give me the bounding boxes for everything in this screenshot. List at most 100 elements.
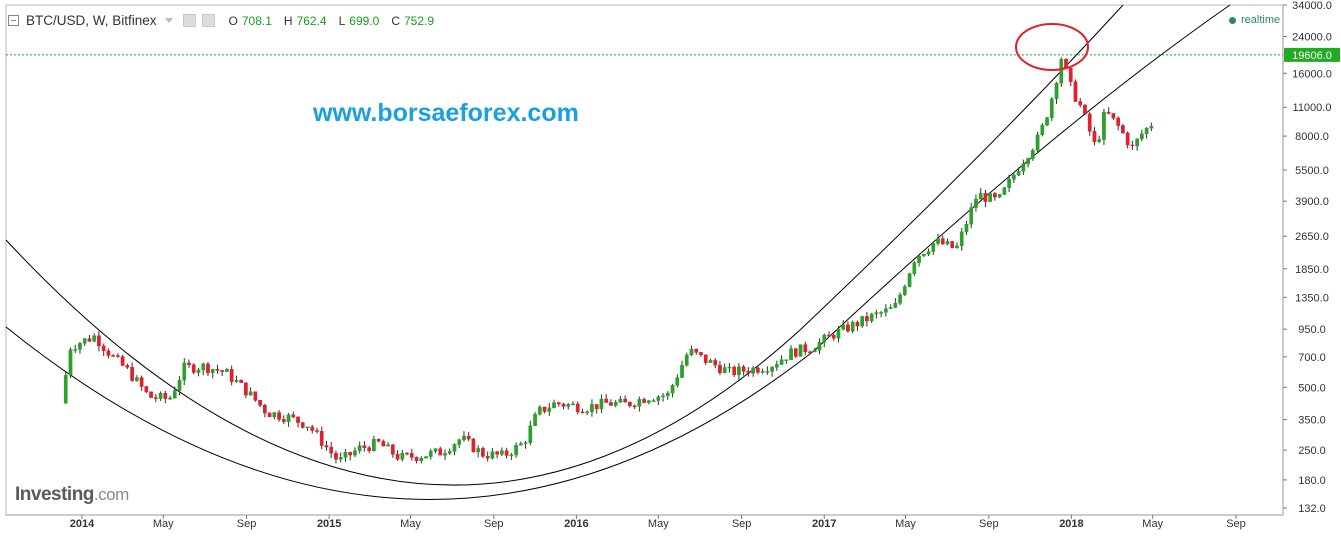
candle-up[interactable] [646, 400, 651, 403]
candle-down[interactable] [846, 324, 850, 332]
candle-down[interactable] [718, 364, 722, 374]
indicator-icon[interactable] [201, 14, 215, 27]
candle-down[interactable] [315, 430, 319, 432]
candle-up[interactable] [760, 371, 765, 373]
candle-up[interactable] [533, 413, 537, 426]
candle-up[interactable] [518, 443, 523, 446]
candle-up[interactable] [637, 399, 642, 407]
candle-up[interactable] [225, 369, 229, 372]
candle-up[interactable] [537, 406, 542, 415]
candle-down[interactable] [466, 435, 471, 440]
candle-down[interactable] [229, 369, 234, 382]
candle-down[interactable] [1083, 104, 1087, 115]
candle-down[interactable] [405, 452, 409, 455]
candle-up[interactable] [305, 426, 310, 429]
candle-up[interactable] [476, 448, 481, 453]
candle-up[interactable] [684, 354, 689, 366]
candle-up[interactable] [917, 255, 921, 263]
candle-up[interactable] [751, 367, 755, 374]
candle-down[interactable] [296, 416, 300, 423]
candle-up[interactable] [860, 316, 865, 327]
candle-down[interactable] [381, 441, 386, 447]
candle-up[interactable] [1016, 171, 1021, 176]
candle-up[interactable] [765, 371, 770, 373]
candle-up[interactable] [447, 451, 452, 454]
candle-up[interactable] [353, 450, 357, 456]
candle-down[interactable] [300, 422, 305, 428]
candle-up[interactable] [770, 367, 774, 372]
candle-up[interactable] [613, 401, 618, 406]
highlight-circle[interactable] [1015, 23, 1089, 71]
candle-up[interactable] [386, 444, 390, 447]
candle-down[interactable] [130, 367, 134, 381]
candle-up[interactable] [590, 404, 594, 413]
candle-up[interactable] [286, 414, 291, 422]
candle-up[interactable] [945, 241, 950, 245]
candle-up[interactable] [884, 308, 888, 313]
collapse-icon[interactable] [8, 15, 19, 26]
candle-down[interactable] [808, 351, 812, 354]
candle-up[interactable] [618, 398, 623, 403]
candle-up[interactable] [234, 380, 239, 382]
candle-up[interactable] [452, 444, 457, 452]
channel-lower-curve[interactable] [5, 4, 1231, 500]
candle-down[interactable] [362, 445, 367, 448]
candle-up[interactable] [68, 349, 73, 376]
candle-down[interactable] [756, 367, 760, 373]
candle-up[interactable] [424, 456, 428, 459]
candle-up[interactable] [372, 439, 376, 452]
candle-down[interactable] [471, 438, 476, 453]
candle-down[interactable] [623, 398, 627, 403]
candle-down[interactable] [101, 345, 106, 351]
candle-down[interactable] [414, 457, 419, 461]
candle-up[interactable] [708, 360, 713, 363]
candle-up[interactable] [135, 377, 139, 381]
candle-up[interactable] [727, 366, 732, 369]
candle-down[interactable] [153, 397, 158, 399]
candle-down[interactable] [632, 405, 637, 408]
candle-up[interactable] [879, 312, 883, 314]
candle-up[interactable] [974, 198, 978, 208]
candle-up[interactable] [73, 349, 78, 351]
candle-up[interactable] [1054, 82, 1059, 99]
candle-down[interactable] [741, 366, 746, 372]
candle-down[interactable] [983, 193, 988, 202]
candle-up[interactable] [272, 412, 277, 418]
candle-up[interactable] [338, 457, 343, 460]
candle-down[interactable] [253, 391, 258, 401]
candle-up[interactable] [248, 391, 253, 396]
candle-up[interactable] [675, 377, 680, 386]
candle-up[interactable] [1030, 149, 1035, 159]
candle-up[interactable] [656, 396, 661, 401]
candle-down[interactable] [409, 453, 414, 458]
candle-down[interactable] [220, 370, 225, 372]
candle-down[interactable] [267, 412, 272, 418]
candle-down[interactable] [940, 238, 945, 245]
candle-up[interactable] [552, 402, 556, 409]
candle-down[interactable] [239, 380, 243, 383]
candle-down[interactable] [694, 348, 699, 353]
candle-up[interactable] [850, 322, 855, 332]
candle-up[interactable] [988, 193, 993, 202]
candle-down[interactable] [1116, 117, 1121, 126]
candle-up[interactable] [651, 400, 656, 402]
candle-down[interactable] [310, 426, 315, 431]
candle-up[interactable] [784, 359, 789, 361]
candle-down[interactable] [575, 403, 580, 413]
candle-down[interactable] [324, 445, 329, 448]
candle-up[interactable] [63, 374, 68, 404]
candle-down[interactable] [831, 334, 836, 339]
candle-up[interactable] [1026, 158, 1030, 165]
candle-up[interactable] [869, 313, 874, 322]
candle-up[interactable] [898, 294, 902, 304]
candle-down[interactable] [187, 362, 191, 366]
candle-down[interactable] [291, 414, 296, 418]
candle-up[interactable] [168, 397, 172, 400]
symbol-label[interactable]: BTC/USD, W, Bitfinex [26, 13, 157, 28]
candle-up[interactable] [931, 243, 936, 252]
candle-down[interactable] [580, 411, 585, 414]
candle-down[interactable] [348, 451, 353, 456]
candle-up[interactable] [997, 194, 1002, 198]
candle-up[interactable] [547, 407, 552, 412]
candle-up[interactable] [196, 369, 201, 373]
